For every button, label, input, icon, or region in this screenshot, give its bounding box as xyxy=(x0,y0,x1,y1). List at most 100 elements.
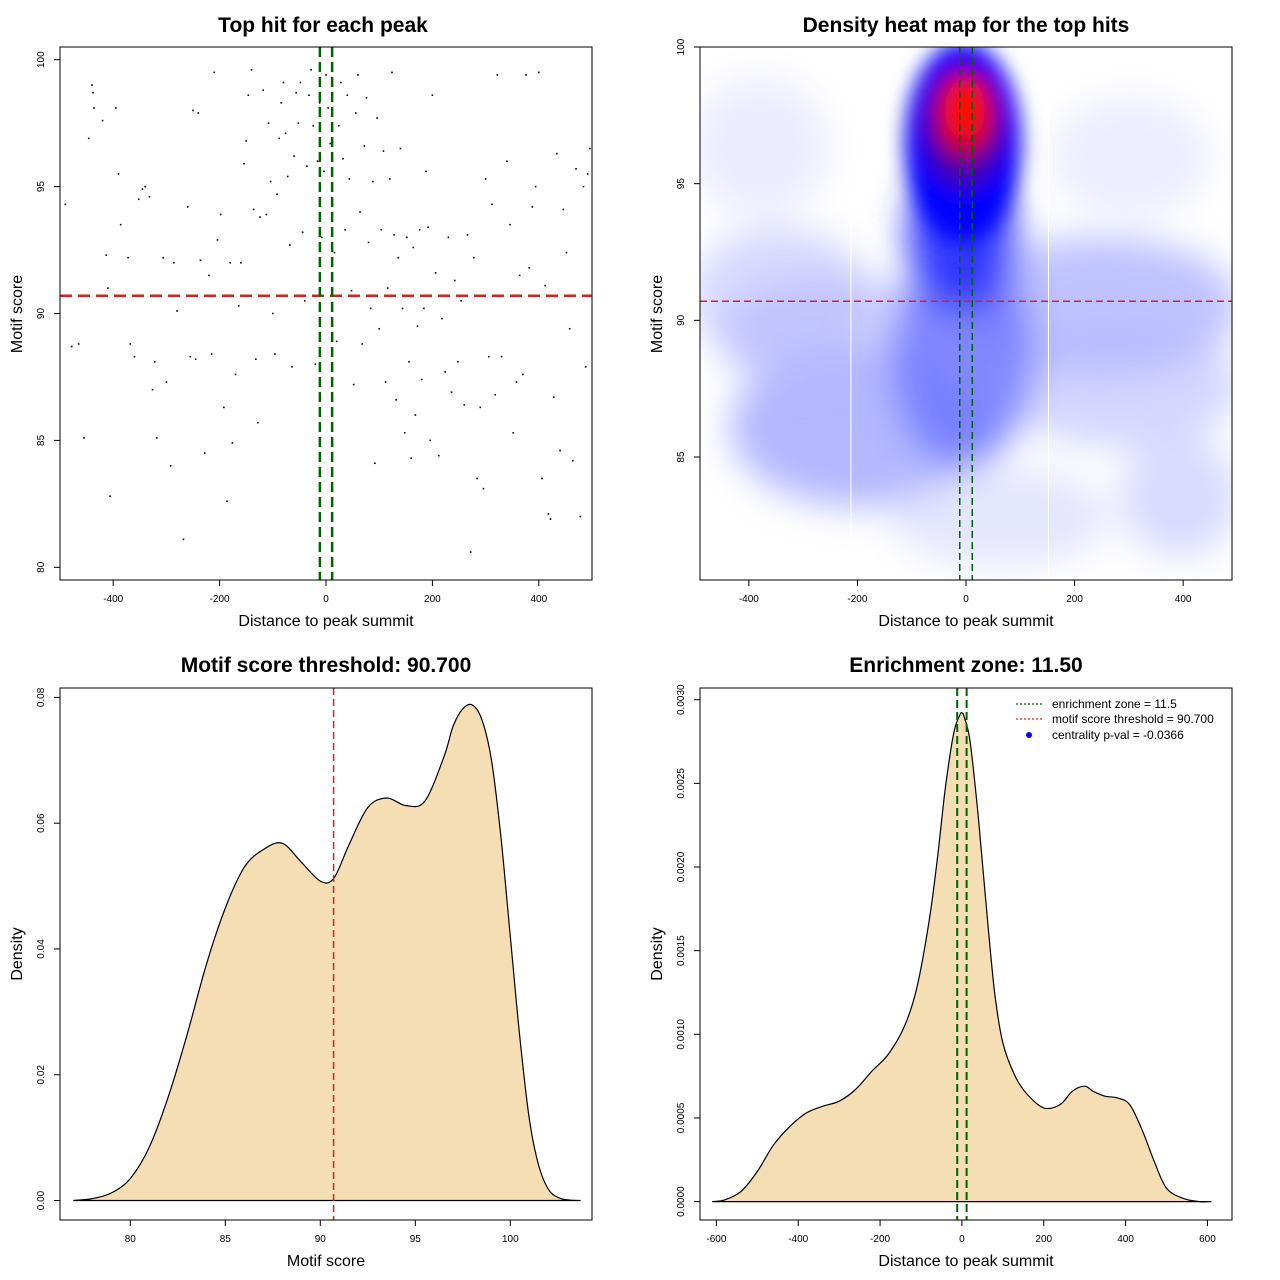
scatter-point xyxy=(369,307,372,310)
y-tick-label: 90 xyxy=(36,308,47,320)
scatter-point xyxy=(165,381,168,383)
scatter-point xyxy=(247,94,250,97)
scatter-point xyxy=(579,515,582,518)
scatter-point xyxy=(216,239,219,241)
scatter-point xyxy=(586,173,589,175)
scatter-point xyxy=(133,355,136,358)
scatter-point xyxy=(127,256,129,259)
x-tick-label: 80 xyxy=(125,1234,137,1245)
x-tick-label: 0 xyxy=(323,594,329,605)
scatter-point xyxy=(314,363,317,366)
scatter-point xyxy=(420,378,423,381)
scatter-point xyxy=(352,383,355,386)
x-tick-label: 90 xyxy=(315,1234,327,1245)
scatter-point xyxy=(219,213,222,216)
legend-entry-motif-threshold: motif score threshold = 90.700 xyxy=(1052,712,1214,726)
scatter-point xyxy=(316,160,319,163)
x-tick-label: -200 xyxy=(847,594,867,605)
scatter-point xyxy=(250,69,253,71)
scatter-point xyxy=(252,208,255,211)
y-tick-label: 0.0025 xyxy=(676,768,687,799)
scatter-point xyxy=(403,431,406,434)
scatter-point xyxy=(393,234,395,236)
scatter-point xyxy=(384,381,387,383)
scatter-point xyxy=(272,312,274,315)
y-axis-ticks: 80 85 90 95 100 xyxy=(36,51,60,573)
scatter-point xyxy=(297,122,300,124)
scatter-point xyxy=(340,81,342,84)
scatter-point xyxy=(64,203,67,206)
density-area xyxy=(73,703,581,1202)
scatter-point xyxy=(229,261,232,264)
scatter-point xyxy=(367,241,370,244)
scatter-point xyxy=(425,170,427,173)
scatter-point xyxy=(226,500,228,503)
scatter-point xyxy=(176,310,178,312)
y-axis-label: Density xyxy=(9,927,26,980)
scatter-point xyxy=(423,307,425,310)
scatter-point xyxy=(437,454,440,457)
scatter-point xyxy=(169,464,172,467)
scatter-point xyxy=(363,145,366,147)
y-tick-label: 100 xyxy=(36,51,47,68)
scatter-point xyxy=(441,317,443,320)
x-tick-label: 0 xyxy=(959,1234,965,1245)
x-tick-label: -400 xyxy=(739,594,759,605)
y-axis-ticks: 0.00 0.02 0.04 0.06 0.08 xyxy=(36,687,60,1210)
scatter-point xyxy=(337,124,340,127)
scatter-point xyxy=(444,371,446,373)
legend-entry-centrality: centrality p-val = -0.0366 xyxy=(1052,728,1184,742)
legend-swatch-centrality xyxy=(1026,732,1032,738)
x-tick-label: 600 xyxy=(1199,1234,1216,1245)
scatter-point xyxy=(293,155,295,157)
heatmap-area xyxy=(700,47,1232,580)
scatter-point xyxy=(512,431,515,434)
y-tick-label: 0.0020 xyxy=(676,851,687,882)
scatter-point xyxy=(189,355,192,358)
scatter-point xyxy=(306,165,308,168)
scatter-point xyxy=(395,398,398,401)
scatter-point xyxy=(107,287,109,289)
scatter-point xyxy=(427,226,429,229)
scatter-point xyxy=(223,406,225,409)
x-axis-label: Motif score xyxy=(287,1253,365,1270)
panel-enrichment-zone-density: Enrichment zone: 11.50 -600 -400 -200 0 200 4… xyxy=(649,654,1233,1270)
scatter-point xyxy=(408,360,410,363)
scatter-point xyxy=(473,256,475,259)
scatter-point xyxy=(308,94,310,97)
scatter-point xyxy=(357,74,359,76)
scatter-point xyxy=(494,393,496,396)
scatter-point xyxy=(141,188,144,190)
scatter-point xyxy=(318,102,321,104)
scatter-point xyxy=(559,449,561,452)
y-tick-label: 95 xyxy=(36,181,47,193)
y-tick-label: 0.0005 xyxy=(676,1102,687,1133)
scatter-point xyxy=(243,162,245,165)
y-tick-label: 0.04 xyxy=(36,939,47,959)
scatter-point xyxy=(197,112,200,114)
y-tick-label: 80 xyxy=(36,561,47,573)
panel-scatter-top-hits: Top hit for each peak -400 -200 0 200 400 80… xyxy=(9,14,593,630)
scatter-point xyxy=(282,81,285,84)
scatter-point xyxy=(329,142,332,145)
scatter-point xyxy=(541,477,543,480)
plot-frame xyxy=(59,46,593,581)
scatter-point xyxy=(325,74,327,76)
x-tick-label: -600 xyxy=(706,1234,726,1245)
y-axis-ticks: 0.0000 0.0005 0.0010 0.0015 0.0020 0.0025 0.00… xyxy=(676,684,700,1217)
scatter-point xyxy=(257,421,259,424)
scatter-point xyxy=(509,223,511,226)
scatter-point xyxy=(335,340,338,343)
scatter-point xyxy=(269,180,272,183)
scatter-point xyxy=(412,246,415,249)
scatter-point xyxy=(199,259,202,261)
chart-title: Top hit for each peak xyxy=(218,14,428,37)
scatter-point xyxy=(450,391,453,393)
scatter-point xyxy=(397,256,400,259)
scatter-point xyxy=(491,203,493,206)
plot-frame xyxy=(59,687,593,1221)
scatter-point xyxy=(568,327,571,330)
y-tick-label: 0.0000 xyxy=(676,1186,687,1217)
y-tick-label: 85 xyxy=(676,451,687,463)
